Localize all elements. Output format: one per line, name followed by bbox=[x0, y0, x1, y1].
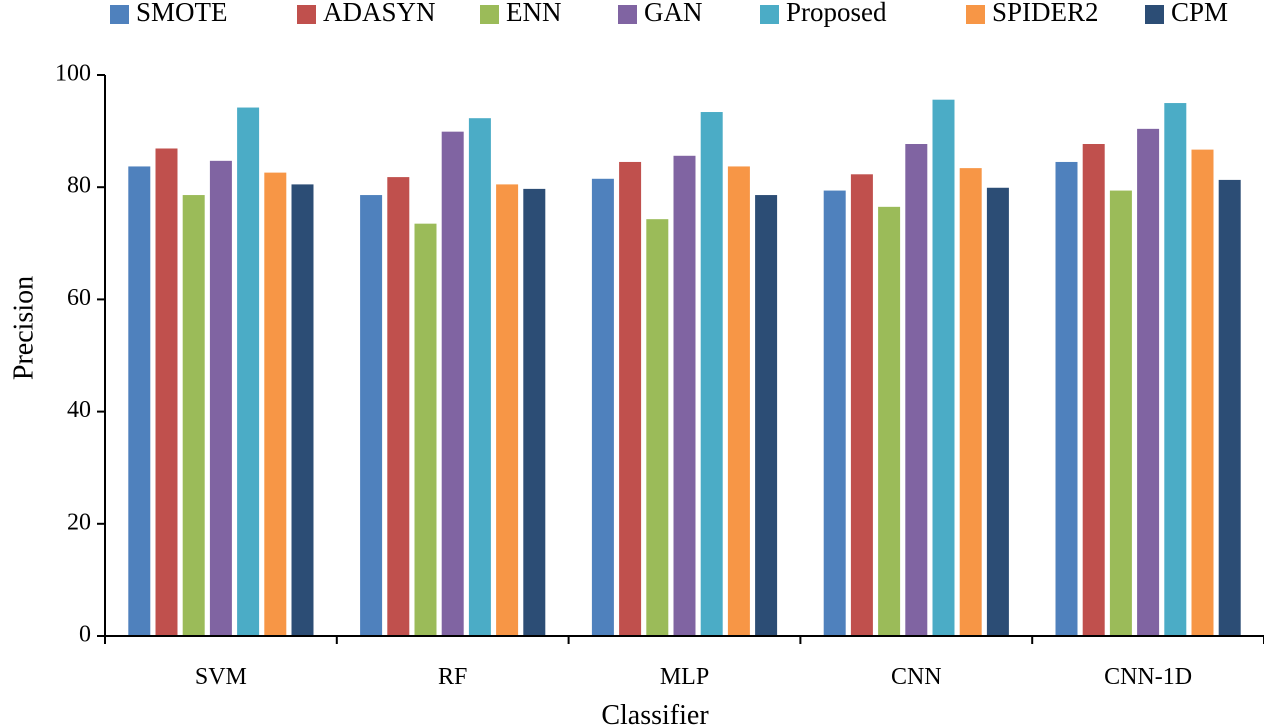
bar-proposed-rf bbox=[468, 118, 491, 636]
bar-spider2-cnn bbox=[959, 168, 982, 636]
x-tick-label-mlp: MLP bbox=[660, 664, 709, 690]
legend-item-proposed: Proposed bbox=[760, 0, 887, 27]
y-tick-label: 40 bbox=[67, 397, 91, 423]
bar-smote-svm bbox=[128, 166, 151, 636]
legend-label-smote: SMOTE bbox=[136, 0, 228, 27]
bar-cpm-cnn bbox=[986, 187, 1009, 637]
bar-gan-rf bbox=[441, 131, 464, 636]
bars bbox=[128, 99, 1241, 637]
bar-adasyn-svm bbox=[155, 148, 178, 636]
bar-smote-cnn bbox=[823, 190, 846, 637]
bar-enn-cnn-1d bbox=[1109, 190, 1132, 637]
bar-enn-cnn bbox=[878, 206, 901, 636]
legend-item-enn: ENN bbox=[480, 0, 562, 27]
bar-enn-rf bbox=[414, 223, 437, 637]
bar-adasyn-cnn-1d bbox=[1082, 144, 1105, 637]
x-axis-title: Classifier bbox=[601, 700, 709, 728]
legend-item-adasyn: ADASYN bbox=[297, 0, 436, 27]
bar-cpm-mlp bbox=[755, 195, 778, 636]
x-ticks: SVM RF MLP CNN CNN-1D bbox=[104, 636, 1264, 690]
y-tick-label: 20 bbox=[67, 509, 91, 535]
bar-proposed-mlp bbox=[700, 112, 723, 636]
y-tick-label: 100 bbox=[55, 61, 91, 87]
legend-swatch-proposed bbox=[760, 5, 779, 24]
bar-proposed-svm bbox=[237, 107, 260, 636]
y-tick-label: 60 bbox=[67, 285, 91, 311]
legend-swatch-smote bbox=[110, 5, 129, 24]
legend: SMOTE ADASYN ENN GAN Proposed SPIDER2 CPM bbox=[110, 0, 1228, 27]
bar-enn-mlp bbox=[646, 219, 669, 636]
legend-swatch-spider2 bbox=[966, 5, 985, 24]
bar-gan-cnn-1d bbox=[1137, 128, 1160, 636]
legend-swatch-cpm bbox=[1145, 5, 1164, 24]
bar-gan-mlp bbox=[673, 155, 696, 636]
legend-label-enn: ENN bbox=[506, 0, 562, 27]
legend-label-proposed: Proposed bbox=[786, 0, 887, 27]
bar-cpm-cnn-1d bbox=[1218, 179, 1241, 637]
bar-proposed-cnn bbox=[932, 99, 955, 636]
legend-swatch-enn bbox=[480, 5, 499, 24]
bar-spider2-rf bbox=[496, 184, 519, 636]
bar-smote-rf bbox=[360, 195, 383, 636]
y-tick-label: 80 bbox=[67, 173, 91, 199]
bar-spider2-svm bbox=[264, 172, 287, 636]
bar-gan-svm bbox=[209, 160, 232, 636]
bar-smote-cnn-1d bbox=[1055, 161, 1078, 636]
bar-smote-mlp bbox=[591, 178, 614, 636]
bar-cpm-svm bbox=[291, 184, 314, 636]
y-tick-label: 0 bbox=[79, 622, 91, 648]
legend-label-gan: GAN bbox=[644, 0, 703, 27]
y-axis-title: Precision bbox=[8, 276, 39, 380]
legend-label-adasyn: ADASYN bbox=[323, 0, 436, 27]
bar-adasyn-mlp bbox=[619, 161, 642, 636]
bar-enn-svm bbox=[182, 195, 205, 636]
legend-swatch-adasyn bbox=[297, 5, 316, 24]
x-tick-label-cnn: CNN bbox=[891, 664, 942, 690]
legend-item-gan: GAN bbox=[618, 0, 703, 27]
axes bbox=[104, 75, 1264, 637]
legend-swatch-gan bbox=[618, 5, 637, 24]
legend-item-cpm: CPM bbox=[1145, 0, 1228, 27]
x-tick-label-cnn-1d: CNN-1D bbox=[1104, 664, 1192, 690]
bar-cpm-rf bbox=[523, 188, 546, 636]
legend-label-spider2: SPIDER2 bbox=[992, 0, 1099, 27]
bar-spider2-mlp bbox=[727, 166, 750, 636]
x-tick-label-svm: SVM bbox=[195, 664, 247, 690]
legend-item-spider2: SPIDER2 bbox=[966, 0, 1099, 27]
bar-adasyn-rf bbox=[387, 177, 410, 637]
y-ticks: 0 20 40 60 80 100 bbox=[55, 61, 105, 648]
x-tick-label-rf: RF bbox=[438, 664, 467, 690]
bar-gan-cnn bbox=[905, 144, 928, 637]
bar-adasyn-cnn bbox=[850, 174, 873, 636]
bar-spider2-cnn-1d bbox=[1191, 149, 1214, 636]
bar-proposed-cnn-1d bbox=[1164, 103, 1187, 637]
legend-item-smote: SMOTE bbox=[110, 0, 228, 27]
legend-label-cpm: CPM bbox=[1171, 0, 1228, 27]
